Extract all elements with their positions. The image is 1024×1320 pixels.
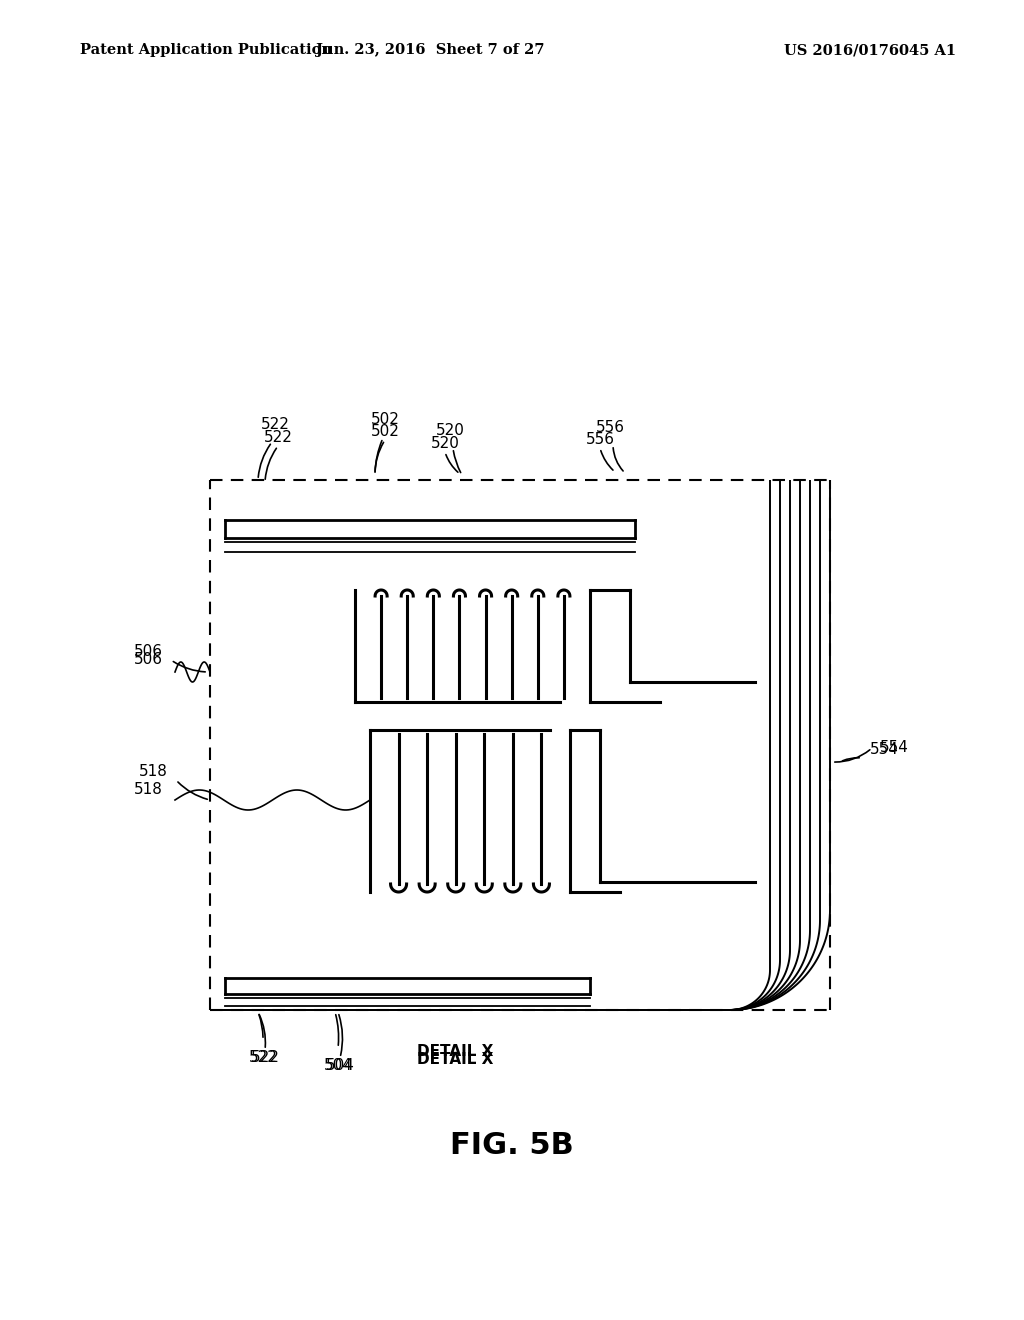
Text: 522: 522 (249, 1049, 278, 1065)
Text: 504: 504 (326, 1059, 354, 1073)
Text: Jun. 23, 2016  Sheet 7 of 27: Jun. 23, 2016 Sheet 7 of 27 (315, 44, 544, 57)
Text: 556: 556 (586, 433, 614, 447)
Text: 502: 502 (371, 425, 399, 440)
Text: Patent Application Publication: Patent Application Publication (80, 44, 332, 57)
Text: 520: 520 (430, 437, 460, 451)
Text: 506: 506 (134, 652, 163, 668)
Text: 522: 522 (251, 1051, 280, 1065)
Text: DETAIL X: DETAIL X (417, 1052, 494, 1067)
Text: 518: 518 (139, 764, 168, 780)
Text: 520: 520 (435, 422, 465, 438)
Text: US 2016/0176045 A1: US 2016/0176045 A1 (784, 44, 956, 57)
Text: 502: 502 (371, 412, 399, 426)
Text: 522: 522 (263, 430, 293, 446)
Text: 522: 522 (260, 417, 290, 432)
Text: 556: 556 (596, 420, 625, 436)
Text: 504: 504 (324, 1059, 352, 1073)
Text: DETAIL X: DETAIL X (417, 1044, 494, 1060)
Text: 554: 554 (870, 742, 899, 758)
Text: FIG. 5B: FIG. 5B (451, 1130, 573, 1159)
Text: 506: 506 (134, 644, 163, 660)
Text: 554: 554 (880, 741, 909, 755)
Text: 518: 518 (134, 783, 163, 797)
